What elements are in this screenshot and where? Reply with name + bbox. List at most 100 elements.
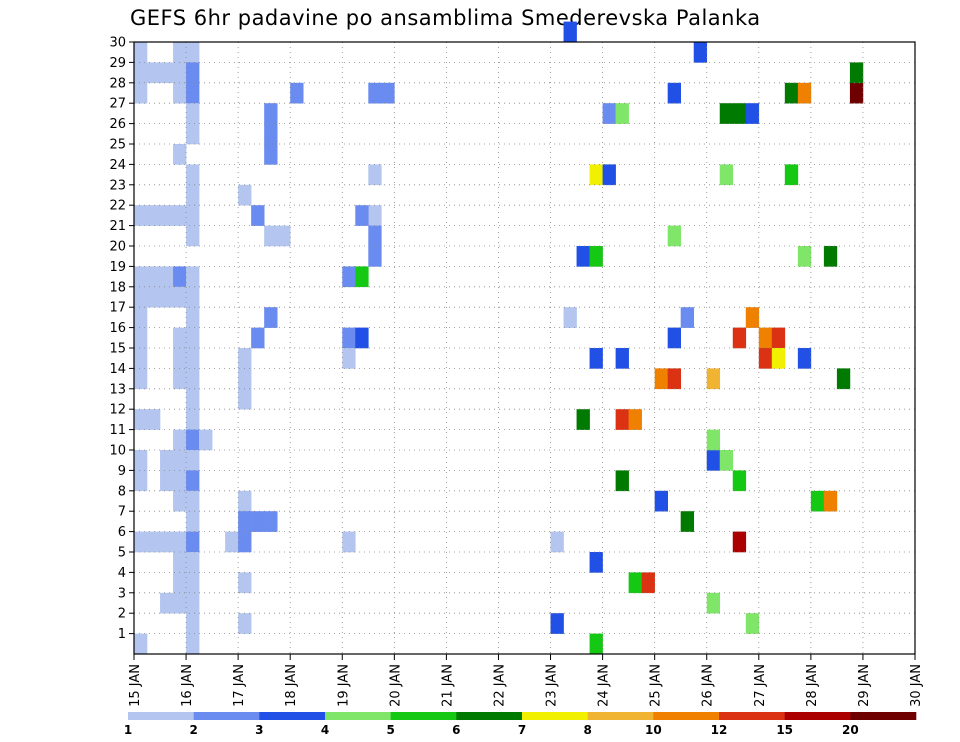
y-tick-label: 21 xyxy=(109,219,126,234)
heatmap-cell xyxy=(134,82,148,104)
legend-label: 20 xyxy=(842,723,859,737)
y-tick-label: 5 xyxy=(118,546,126,561)
heatmap-cell xyxy=(355,205,369,226)
x-tick-label: 29 JAN xyxy=(857,664,872,707)
y-tick-label: 22 xyxy=(109,199,126,214)
heatmap-cell xyxy=(134,368,148,390)
heatmap-cell xyxy=(368,164,382,186)
heatmap-cell xyxy=(797,348,812,369)
heatmap-cell xyxy=(134,531,148,553)
heatmap-cell xyxy=(147,62,161,84)
heatmap-cell xyxy=(160,531,174,553)
heatmap-cell xyxy=(381,82,395,104)
heatmap-cell xyxy=(173,450,187,471)
heatmap-cell xyxy=(160,286,174,308)
y-tick-label: 29 xyxy=(109,56,126,71)
heatmap-cell xyxy=(719,103,734,124)
heatmap-cell xyxy=(745,307,760,328)
heatmap-cell xyxy=(745,103,760,124)
y-tick-label: 15 xyxy=(109,342,126,357)
heatmap-cell xyxy=(134,266,148,288)
heatmap-cell xyxy=(186,572,200,594)
heatmap-cell xyxy=(589,164,603,186)
heatmap-cell xyxy=(342,266,356,288)
y-tick-label: 4 xyxy=(118,566,126,581)
legend-swatch xyxy=(653,712,720,720)
heatmap-cell xyxy=(264,225,278,247)
heatmap-cell xyxy=(654,368,668,390)
heatmap-cell xyxy=(147,409,161,430)
heatmap-cell xyxy=(173,42,187,63)
heatmap-cell xyxy=(173,490,187,512)
heatmap-cell xyxy=(706,450,721,471)
legend-label: 2 xyxy=(189,723,197,737)
heatmap-cell xyxy=(628,409,642,430)
heatmap-cell xyxy=(745,613,760,634)
y-tick-label: 16 xyxy=(109,321,126,336)
heatmap-cell xyxy=(680,307,695,328)
x-tick-label: 27 JAN xyxy=(753,664,768,707)
heatmap-cell xyxy=(134,42,148,63)
heatmap-cell xyxy=(173,327,187,349)
heatmap-cell xyxy=(602,103,616,124)
legend-swatch xyxy=(456,712,523,720)
y-tick-label: 8 xyxy=(118,484,126,499)
heatmap-cell xyxy=(550,613,564,634)
heatmap-cell xyxy=(823,490,838,512)
legend-swatch xyxy=(719,712,785,720)
heatmap-cell xyxy=(589,552,603,573)
heatmap-cell xyxy=(810,490,825,512)
y-tick-label: 23 xyxy=(109,178,126,193)
heatmap-cells xyxy=(134,21,864,655)
heatmap-cell xyxy=(186,82,200,104)
heatmap-cell xyxy=(173,592,187,614)
x-tick-label: 15 JAN xyxy=(128,664,143,707)
heatmap-cell xyxy=(563,307,577,328)
legend-swatch xyxy=(784,712,851,720)
heatmap-cell xyxy=(225,531,239,553)
heatmap-cell xyxy=(173,572,187,594)
legend-label: 1 xyxy=(124,723,132,737)
heatmap-cell xyxy=(173,266,187,288)
heatmap-cell xyxy=(134,327,148,349)
x-tick-label: 22 JAN xyxy=(492,664,507,707)
heatmap-cell xyxy=(173,368,187,390)
heatmap-cell xyxy=(160,266,174,288)
heatmap-cell xyxy=(173,205,187,226)
heatmap-cell xyxy=(186,511,200,532)
y-tick-label: 20 xyxy=(109,240,126,255)
heatmap-cell xyxy=(134,286,148,308)
y-tick-label: 6 xyxy=(118,525,126,540)
heatmap-cell xyxy=(290,82,304,104)
heatmap-cell xyxy=(719,164,734,186)
heatmap-cell xyxy=(186,103,200,124)
heatmap-cell xyxy=(667,82,681,104)
heatmap-cell xyxy=(576,409,590,430)
legend-label: 3 xyxy=(255,723,263,737)
heatmap-cell xyxy=(342,531,356,553)
heatmap-cell xyxy=(615,103,629,124)
y-tick-label: 26 xyxy=(109,117,126,132)
y-axis: 1234567891011121314151617181920212223242… xyxy=(109,36,134,642)
heatmap-cell xyxy=(719,450,734,471)
legend-swatch xyxy=(259,712,326,720)
heatmap-cell xyxy=(732,103,747,124)
heatmap-cell xyxy=(771,348,786,369)
heatmap-cell xyxy=(134,62,148,84)
heatmap-cell xyxy=(173,144,187,165)
heatmap-cell xyxy=(160,592,174,614)
heatmap-cell xyxy=(849,82,864,104)
heatmap-cell xyxy=(693,42,708,63)
heatmap-cell xyxy=(186,123,200,145)
heatmap-cell xyxy=(628,572,642,594)
legend-label: 7 xyxy=(518,723,526,737)
heatmap-cell xyxy=(342,348,356,369)
heatmap-cell xyxy=(160,450,174,471)
y-tick-label: 18 xyxy=(109,280,126,295)
heatmap-cell xyxy=(368,82,382,104)
heatmap-cell xyxy=(186,429,200,451)
heatmap-cell xyxy=(134,205,148,226)
x-tick-label: 20 JAN xyxy=(388,664,403,707)
color-legend: 1 2 3 4 5 6 7 8 10 12 15 20 xyxy=(124,712,917,737)
y-tick-label: 2 xyxy=(118,607,126,622)
